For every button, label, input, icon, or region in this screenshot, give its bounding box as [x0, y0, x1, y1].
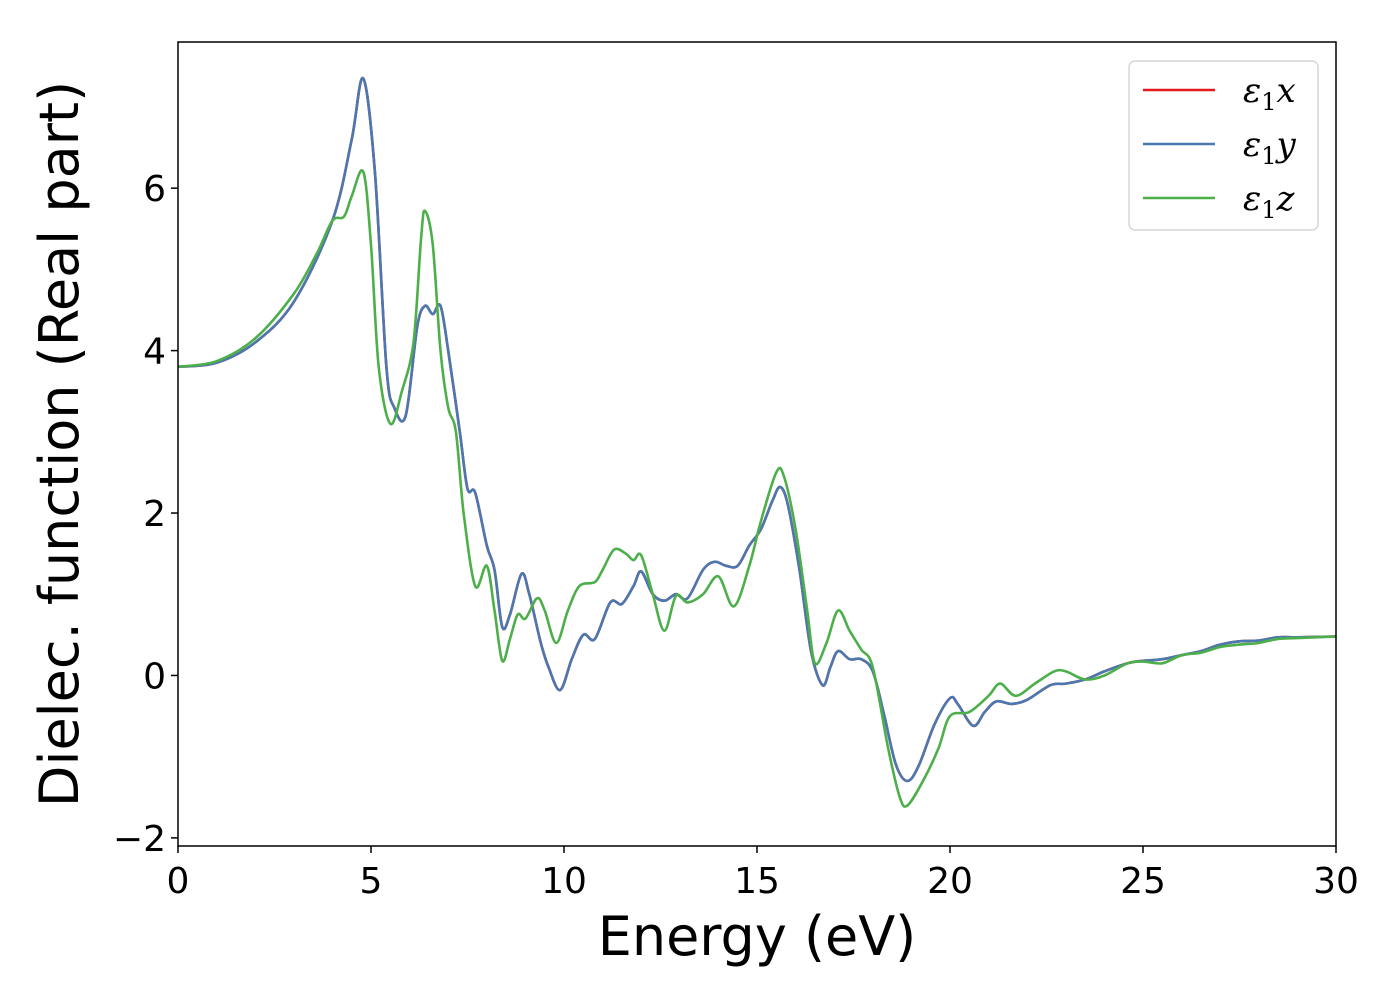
series-layer — [178, 77, 1336, 808]
series-line-z — [178, 169, 1336, 808]
series-line-y — [178, 77, 1336, 783]
x-tick-label: 30 — [1313, 861, 1359, 902]
y-tick-label: 2 — [143, 494, 166, 535]
x-tick-label: 5 — [360, 861, 383, 902]
y-tick-label: 6 — [143, 169, 166, 210]
legend-box — [1128, 60, 1319, 231]
x-axis-label: Energy (eV) — [598, 905, 917, 968]
legend-label-z: ε1z — [1243, 179, 1296, 224]
x-tick-label: 10 — [541, 861, 587, 902]
y-tick-label: 0 — [143, 656, 166, 697]
legend-label-y: ε1y — [1243, 125, 1297, 170]
y-tick-label: −2 — [113, 819, 166, 860]
x-tick-label: 15 — [734, 861, 780, 902]
legend-label-x: ε1x — [1243, 71, 1296, 116]
y-tick-label: 4 — [143, 332, 166, 373]
x-tick-label: 20 — [927, 861, 973, 902]
y-axis-label: Dielec. function (Real part) — [28, 81, 91, 807]
x-tick-label: 25 — [1120, 861, 1166, 902]
x-tick-label: 0 — [167, 861, 190, 902]
legend: ε1x ε1y ε1z — [1128, 60, 1319, 231]
